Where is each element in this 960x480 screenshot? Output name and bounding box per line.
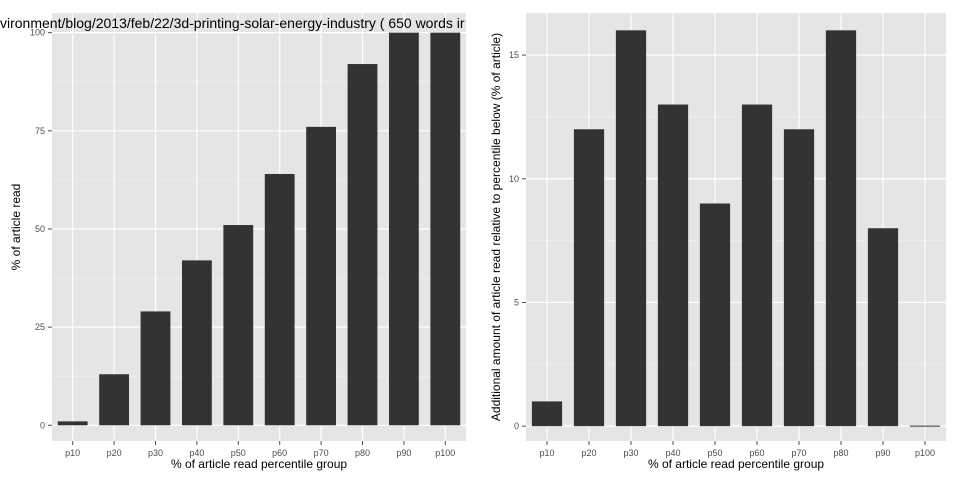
bar-p90 — [867, 228, 899, 427]
x-tick-label: p90 — [396, 448, 411, 458]
bar-p40 — [181, 260, 212, 426]
x-tick-label: p80 — [355, 448, 370, 458]
y-tick-label: 5 — [514, 297, 519, 307]
x-axis-title: % of article read percentile group — [648, 457, 824, 471]
chart-title: vironment/blog/2013/feb/22/3d-printing-s… — [0, 15, 465, 31]
x-tick-label: p40 — [189, 448, 204, 458]
y-tick-label: 100 — [30, 28, 45, 38]
y-tick-label: 10 — [509, 174, 519, 184]
y-axis-title: % of article read — [9, 184, 23, 271]
bar-p30 — [140, 311, 171, 426]
x-tick-label: p70 — [314, 448, 329, 458]
x-tick-label: p70 — [791, 448, 806, 458]
y-tick-label: 25 — [35, 322, 45, 332]
bar-p70 — [783, 129, 815, 427]
x-tick-label: p60 — [749, 448, 764, 458]
x-tick-label: p50 — [231, 448, 246, 458]
x-axis-title: % of article read percentile group — [171, 457, 347, 471]
bar-p20 — [573, 129, 605, 427]
y-tick-label: 75 — [35, 126, 45, 136]
bar-p10 — [57, 421, 88, 426]
x-tick-label: p30 — [623, 448, 638, 458]
bar-p80 — [347, 64, 378, 426]
bar-p80 — [825, 30, 857, 427]
y-tick-label: 0 — [514, 421, 519, 431]
bar-p50 — [223, 225, 254, 426]
x-tick-label: p90 — [875, 448, 890, 458]
y-tick-label: 15 — [509, 50, 519, 60]
bar-p40 — [657, 104, 689, 427]
bar-p100 — [909, 425, 941, 427]
y-axis-ticks: 0 25 50 75 100 — [30, 28, 52, 430]
x-tick-label: p80 — [833, 448, 848, 458]
bar-p20 — [99, 374, 130, 426]
y-tick-label: 0 — [40, 420, 45, 430]
x-tick-label: p60 — [272, 448, 287, 458]
bar-p60 — [264, 173, 295, 426]
x-tick-label: p10 — [65, 448, 80, 458]
x-tick-label: p30 — [148, 448, 163, 458]
x-axis-ticks: p10 p20 p30 p40 p50 p60 p70 p80 p90 p100 — [539, 441, 935, 458]
bars — [531, 30, 941, 427]
x-tick-label: p20 — [581, 448, 596, 458]
y-axis-title: Additional amount of article read relati… — [489, 33, 503, 421]
bar-p30 — [615, 30, 647, 427]
bar-p70 — [306, 126, 337, 426]
y-tick-label: 50 — [35, 224, 45, 234]
bars — [57, 32, 461, 426]
x-tick-label: p100 — [435, 448, 455, 458]
x-tick-label: p100 — [915, 448, 935, 458]
chart-additional-read: 0 5 10 15 p10 p20 p30 p40 p50 p60 p70 p80 p90 p100 %… — [489, 13, 946, 471]
bar-p90 — [388, 32, 419, 426]
x-tick-label: p50 — [707, 448, 722, 458]
x-tick-label: p40 — [665, 448, 680, 458]
bar-p60 — [741, 104, 773, 427]
x-tick-label: p20 — [107, 448, 122, 458]
x-axis-ticks: p10 p20 p30 p40 p50 p60 p70 p80 p90 p100 — [65, 441, 455, 458]
y-axis-ticks: 0 5 10 15 — [509, 50, 526, 431]
bar-p10 — [531, 401, 563, 427]
bar-p50 — [699, 203, 731, 427]
bar-p100 — [430, 32, 461, 426]
x-tick-label: p10 — [539, 448, 554, 458]
